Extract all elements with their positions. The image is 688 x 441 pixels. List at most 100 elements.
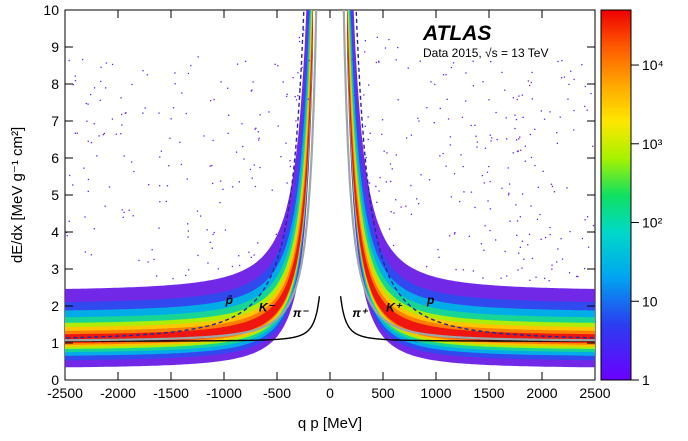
scatter-dot — [105, 87, 107, 89]
scatter-dot — [308, 59, 310, 62]
scatter-dot — [531, 71, 533, 74]
scatter-dot — [549, 234, 551, 236]
x-tick-label: -2500 — [47, 385, 83, 401]
scatter-dot — [121, 124, 123, 126]
scatter-dot — [99, 99, 101, 101]
scatter-dot — [289, 160, 291, 162]
scatter-dot — [227, 132, 229, 134]
scatter-dot — [93, 87, 96, 89]
scatter-dot — [400, 262, 402, 264]
scatter-dot — [442, 74, 445, 76]
scatter-dot — [487, 200, 489, 202]
scatter-dot — [476, 141, 478, 143]
scatter-dot — [517, 269, 519, 271]
scatter-dot — [365, 156, 367, 159]
scatter-dot — [364, 40, 366, 42]
scatter-dot — [83, 167, 85, 169]
scatter-dot — [439, 155, 441, 157]
scatter-dot — [495, 111, 497, 114]
proton-curve-pos — [355, 10, 595, 339]
scatter-dot — [559, 116, 561, 118]
scatter-dot — [542, 170, 544, 172]
scatter-dot — [484, 147, 487, 149]
scatter-dot — [174, 72, 176, 74]
scatter-dot — [519, 136, 521, 138]
scatter-dot — [115, 133, 117, 135]
scatter-dot — [389, 163, 392, 165]
scatter-dot — [277, 65, 279, 67]
x-tick-label: 2000 — [526, 385, 557, 401]
scatter-dot — [90, 254, 93, 256]
scatter-dot — [87, 178, 90, 181]
scatter-dot — [74, 80, 77, 82]
scatter-dot — [100, 80, 102, 83]
scatter-dot — [393, 212, 395, 214]
scatter-dot — [395, 199, 397, 201]
scatter-dot — [561, 59, 563, 62]
scatter-dot — [90, 142, 93, 144]
scatter-dot — [361, 140, 363, 142]
scatter-dot — [104, 205, 106, 207]
scatter-dot — [250, 90, 252, 92]
scatter-dot — [298, 36, 300, 39]
scatter-dot — [258, 137, 260, 139]
y-axis-ticks: 0 1 2 3 4 5 6 7 8 9 10 — [43, 2, 595, 388]
scatter-dot — [521, 94, 523, 96]
scatter-dot — [560, 238, 562, 240]
scatter-dot — [530, 81, 532, 84]
particle-label: p̄ — [225, 293, 233, 307]
scatter-dot — [488, 165, 490, 168]
scatter-dot — [295, 120, 297, 122]
heat-band-neg-3 — [65, 10, 313, 353]
scatter-dot — [462, 269, 465, 271]
colorbar — [600, 9, 632, 381]
scatter-dot — [536, 218, 539, 220]
scatter-dot — [474, 206, 476, 209]
scatter-dot — [142, 112, 144, 114]
scatter-dot — [268, 111, 270, 113]
scatter-dot — [449, 136, 452, 138]
scatter-dot — [508, 183, 511, 185]
scatter-dot — [406, 137, 408, 139]
scatter-dot — [364, 51, 366, 53]
scatter-dot — [519, 216, 521, 218]
scatter-dot — [360, 161, 362, 163]
scatter-dot — [462, 165, 464, 168]
scatter-dot — [231, 265, 234, 268]
scatter-dot — [241, 123, 243, 125]
scatter-dot — [388, 38, 390, 41]
scatter-dot — [489, 229, 491, 232]
scatter-dot — [489, 208, 492, 210]
scatter-dot — [197, 56, 199, 58]
x-tick-label: 0 — [326, 385, 334, 401]
scatter-dot — [500, 277, 502, 279]
scatter-dot — [277, 125, 279, 127]
scatter-dot — [159, 185, 161, 187]
scatter-dot — [227, 87, 229, 89]
scatter-dot — [480, 243, 482, 245]
scatter-dot — [592, 224, 595, 227]
scatter-dot — [369, 132, 371, 134]
scatter-dot — [483, 249, 485, 251]
scatter-dot — [165, 200, 167, 203]
scatter-dot — [508, 192, 510, 194]
scatter-dot — [573, 78, 575, 81]
scatter-dot — [297, 72, 299, 74]
scatter-dot — [224, 229, 227, 231]
heat-band-pos-0 — [347, 10, 595, 368]
scatter-dot — [368, 182, 371, 184]
scatter-dot — [484, 225, 486, 227]
scatter-dot — [520, 149, 522, 151]
scatter-dot — [360, 156, 362, 158]
scatter-dot — [430, 81, 432, 83]
scatter-dot — [187, 230, 189, 232]
scatter-dot — [151, 249, 153, 251]
scatter-dot — [548, 280, 550, 282]
scatter-dot — [491, 137, 493, 139]
scatter-dot — [568, 83, 570, 86]
scatter-dot — [586, 109, 588, 111]
scatter-dot — [384, 47, 387, 49]
scatter-dot — [297, 153, 300, 156]
scatter-dot — [248, 251, 250, 253]
scatter-dot — [573, 129, 575, 131]
